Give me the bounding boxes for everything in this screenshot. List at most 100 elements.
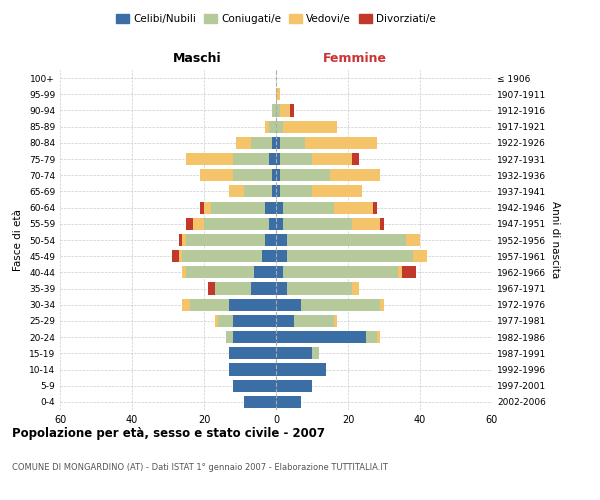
Bar <box>265 202 276 213</box>
Bar <box>301 298 380 311</box>
Bar <box>380 218 384 230</box>
Bar <box>229 348 276 360</box>
Bar <box>276 380 312 392</box>
Bar <box>402 266 416 278</box>
Bar <box>283 266 398 278</box>
Text: COMUNE DI MONGARDINO (AT) - Dati ISTAT 1° gennaio 2007 - Elaborazione TUTTITALIA: COMUNE DI MONGARDINO (AT) - Dati ISTAT 1… <box>12 462 388 471</box>
Bar <box>218 315 233 327</box>
Bar <box>276 331 366 343</box>
Bar <box>229 186 244 198</box>
Bar <box>233 169 272 181</box>
Bar <box>233 153 269 165</box>
Bar <box>179 250 182 262</box>
Bar <box>276 396 301 408</box>
Bar <box>179 234 182 246</box>
Bar <box>215 315 218 327</box>
Bar <box>406 234 420 246</box>
Bar <box>193 218 204 230</box>
Bar <box>276 88 280 101</box>
Bar <box>215 282 251 294</box>
Text: Femmine: Femmine <box>323 52 387 65</box>
Bar <box>172 250 179 262</box>
Bar <box>262 250 276 262</box>
Bar <box>312 186 362 198</box>
Bar <box>398 266 402 278</box>
Bar <box>283 120 337 132</box>
Bar <box>334 202 373 213</box>
Text: Maschi: Maschi <box>172 52 221 65</box>
Bar <box>283 218 352 230</box>
Bar <box>330 169 380 181</box>
Bar <box>276 120 283 132</box>
Bar <box>283 202 334 213</box>
Bar <box>276 137 280 149</box>
Bar <box>276 298 301 311</box>
Bar <box>182 250 262 262</box>
Bar <box>200 169 233 181</box>
Bar <box>280 137 305 149</box>
Bar <box>287 250 413 262</box>
Bar <box>269 218 276 230</box>
Y-axis label: Anni di nascita: Anni di nascita <box>550 202 560 278</box>
Legend: Celibi/Nubili, Coniugati/e, Vedovi/e, Divorziati/e: Celibi/Nubili, Coniugati/e, Vedovi/e, Di… <box>112 10 440 29</box>
Bar <box>280 153 312 165</box>
Bar <box>276 153 280 165</box>
Bar <box>244 186 272 198</box>
Bar <box>276 202 283 213</box>
Bar <box>276 169 280 181</box>
Bar <box>334 315 337 327</box>
Bar <box>200 202 204 213</box>
Y-axis label: Fasce di età: Fasce di età <box>13 209 23 271</box>
Bar <box>233 380 276 392</box>
Bar <box>287 282 352 294</box>
Bar <box>208 282 215 294</box>
Bar <box>377 331 380 343</box>
Bar <box>254 266 276 278</box>
Bar <box>229 364 276 376</box>
Bar <box>269 120 276 132</box>
Bar <box>182 234 186 246</box>
Bar <box>373 202 377 213</box>
Bar <box>272 186 276 198</box>
Bar <box>226 331 233 343</box>
Bar <box>276 266 283 278</box>
Bar <box>276 250 287 262</box>
Bar <box>290 104 294 117</box>
Bar <box>276 104 280 117</box>
Bar <box>211 202 265 213</box>
Bar <box>204 202 211 213</box>
Bar <box>280 186 312 198</box>
Bar <box>233 331 276 343</box>
Bar <box>272 169 276 181</box>
Bar <box>305 137 377 149</box>
Bar <box>352 218 380 230</box>
Bar <box>352 282 359 294</box>
Bar <box>186 218 193 230</box>
Bar <box>287 234 406 246</box>
Bar <box>182 298 190 311</box>
Bar <box>352 153 359 165</box>
Bar <box>204 218 269 230</box>
Bar <box>251 137 272 149</box>
Bar <box>276 348 312 360</box>
Bar <box>265 234 276 246</box>
Bar <box>276 186 280 198</box>
Bar <box>366 331 377 343</box>
Bar <box>182 266 186 278</box>
Bar <box>280 104 290 117</box>
Bar <box>272 137 276 149</box>
Bar <box>380 298 384 311</box>
Bar <box>229 298 276 311</box>
Bar <box>276 364 326 376</box>
Bar <box>186 153 233 165</box>
Text: Popolazione per età, sesso e stato civile - 2007: Popolazione per età, sesso e stato civil… <box>12 428 325 440</box>
Bar <box>276 218 283 230</box>
Bar <box>251 282 276 294</box>
Bar <box>276 234 287 246</box>
Bar <box>312 153 352 165</box>
Bar <box>265 120 269 132</box>
Bar <box>272 104 276 117</box>
Bar <box>236 137 251 149</box>
Bar <box>312 348 319 360</box>
Bar <box>294 315 334 327</box>
